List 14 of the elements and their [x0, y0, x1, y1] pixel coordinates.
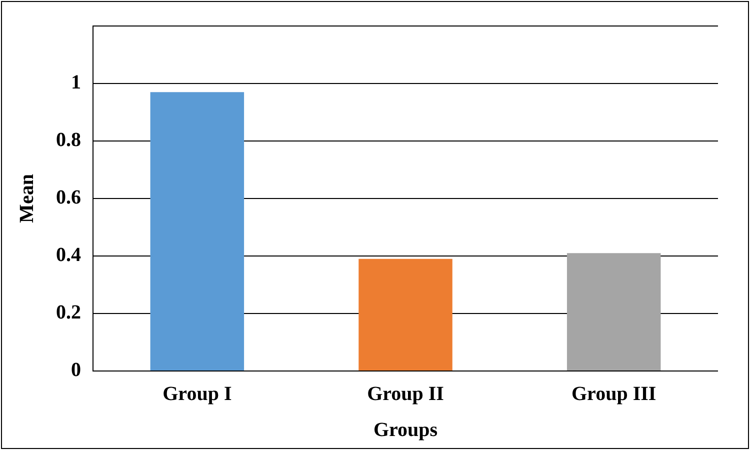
x-tick-label: Group III — [571, 383, 656, 406]
y-tick-label: 0.6 — [56, 186, 81, 209]
bar — [358, 258, 452, 370]
x-tick-label: Group II — [367, 383, 444, 406]
y-tick-label: 0.2 — [56, 302, 81, 324]
y-tick-label: 1 — [71, 72, 81, 94]
x-axis-title: Groups — [373, 419, 438, 442]
y-tick-label: 0 — [71, 359, 81, 382]
bar — [150, 92, 244, 370]
x-tick-label: Group I — [162, 383, 232, 406]
y-axis-title: Mean — [16, 174, 38, 223]
y-tick-label: 0.4 — [56, 244, 81, 266]
y-tick-label: 0.8 — [56, 129, 81, 152]
bar — [566, 253, 661, 370]
